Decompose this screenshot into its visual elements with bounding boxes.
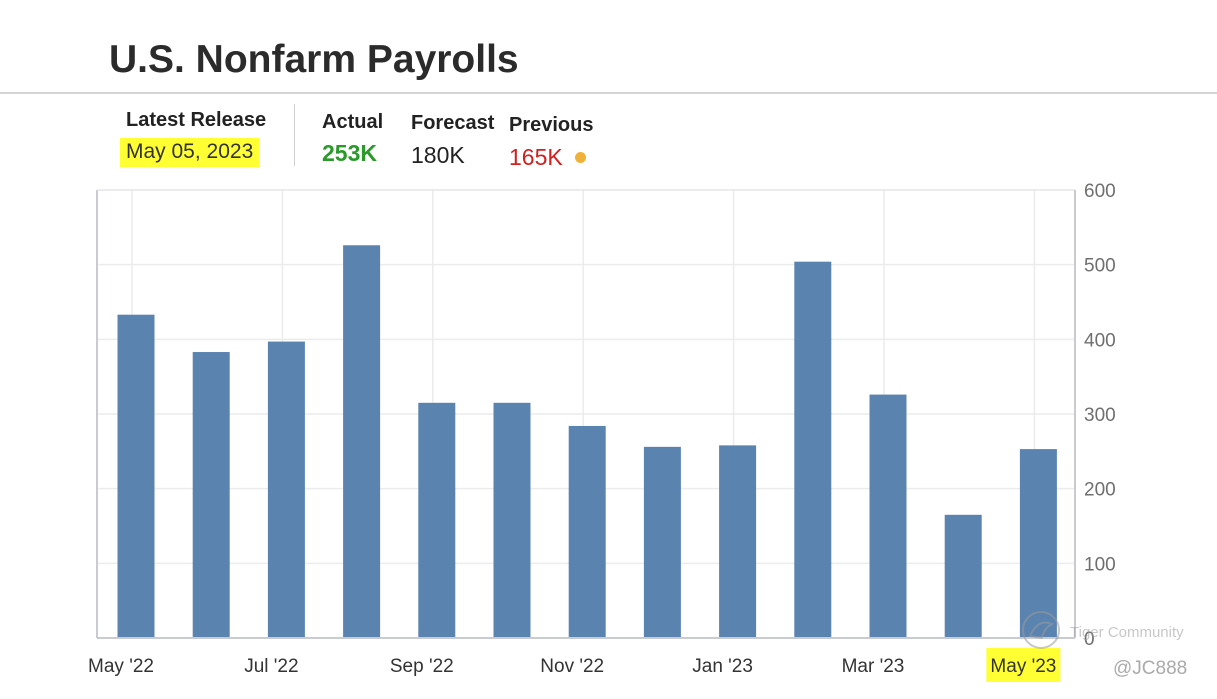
bar-feb-23[interactable]: [794, 261, 832, 638]
actual-label: Actual: [322, 111, 384, 133]
bar-jan-23[interactable]: [719, 445, 757, 638]
y-tick-label: 0: [1084, 629, 1095, 650]
x-tick-labels: May '22 Jul '22 Sep '22 Nov '22 Jan '23 Mar '…: [88, 648, 1061, 682]
x-tick-label: Sep '22: [390, 656, 454, 677]
watermark-text: Tiger Community: [1070, 624, 1184, 641]
tiger-community-watermark: Tiger Community: [1020, 610, 1210, 649]
bar-jun-22[interactable]: [192, 352, 230, 638]
x-tick-label: Jan '23: [692, 656, 753, 677]
page-title: U.S. Nonfarm Payrolls: [109, 38, 519, 81]
bar-may-23[interactable]: [1019, 449, 1057, 638]
x-tick-label: Jul '22: [244, 656, 298, 677]
previous-value: 165K: [509, 144, 563, 170]
previous-label: Previous: [509, 114, 594, 136]
x-tick-label: Nov '22: [540, 656, 604, 677]
forecast-label: Forecast: [411, 112, 495, 134]
x-tick-label: May '23: [990, 656, 1056, 677]
header-divider: [294, 104, 295, 166]
bar-jul-22[interactable]: [267, 341, 305, 638]
bar-oct-22[interactable]: [493, 402, 531, 638]
bar-dec-22[interactable]: [643, 446, 681, 638]
y-tick-label: 300: [1084, 405, 1116, 426]
y-tick-label: 400: [1084, 330, 1116, 351]
watermark-handle: @JC888: [1113, 658, 1188, 679]
y-tick-label: 500: [1084, 256, 1116, 277]
actual-value: 253K: [322, 140, 377, 166]
y-tick-labels: 0 100 200 300 400 500 600: [1084, 181, 1116, 650]
previous-indicator-dot: [575, 152, 586, 163]
x-tick-highlight: [986, 648, 1061, 682]
bar-mar-23[interactable]: [869, 394, 907, 638]
x-tick-label: Mar '23: [842, 656, 905, 677]
bar-may-22[interactable]: [117, 314, 155, 638]
tiger-logo-icon: [1022, 611, 1060, 649]
chart-axes: [96, 189, 1076, 639]
y-tick-label: 200: [1084, 480, 1116, 501]
y-tick-label: 100: [1084, 554, 1116, 575]
title-divider: [0, 92, 1217, 94]
latest-release-label: Latest Release: [126, 109, 267, 131]
bar-apr-23[interactable]: [944, 514, 982, 638]
x-tick-label: May '22: [88, 656, 154, 677]
bar-aug-22[interactable]: [343, 245, 381, 638]
chart-bars: [117, 245, 1057, 638]
y-tick-label: 600: [1084, 181, 1116, 202]
forecast-value: 180K: [411, 142, 465, 168]
bar-sep-22[interactable]: [418, 402, 456, 638]
latest-release-date: May 05, 2023: [120, 138, 260, 167]
bar-nov-22[interactable]: [568, 425, 606, 638]
